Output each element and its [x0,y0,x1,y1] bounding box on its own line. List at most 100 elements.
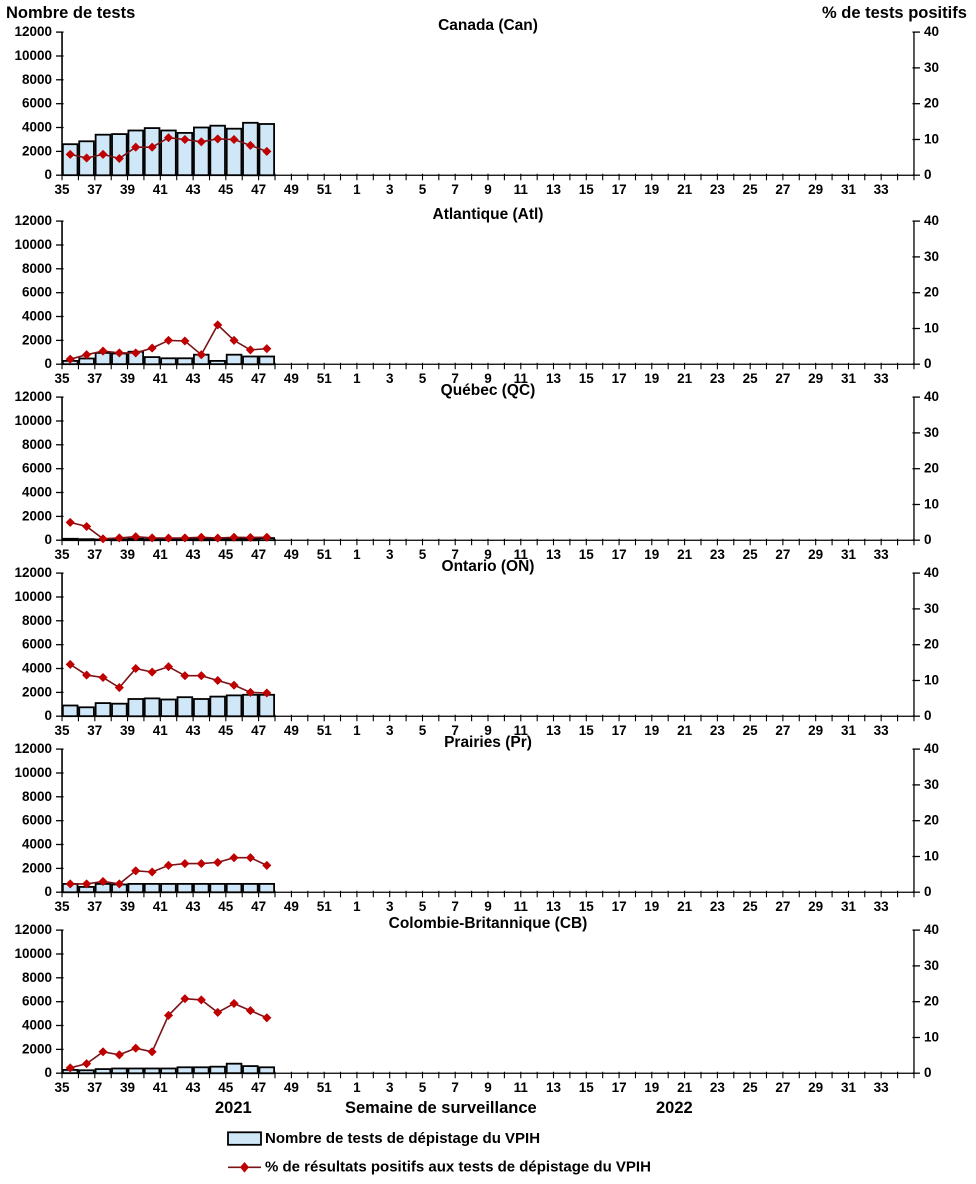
svg-text:20: 20 [924,813,939,828]
svg-text:2000: 2000 [22,684,52,699]
svg-text:Ontario (ON): Ontario (ON) [442,558,535,575]
svg-text:6000: 6000 [22,994,52,1009]
svg-text:8000: 8000 [22,789,52,804]
svg-text:27: 27 [775,1080,790,1095]
svg-text:Prairies (Pr): Prairies (Pr) [444,734,532,751]
svg-text:15: 15 [579,1080,594,1095]
svg-text:4000: 4000 [22,837,52,852]
svg-text:6000: 6000 [22,285,52,300]
svg-text:40: 40 [924,565,939,580]
svg-text:6000: 6000 [22,460,52,475]
svg-text:0: 0 [924,167,932,182]
svg-text:6000: 6000 [22,96,52,111]
svg-text:6000: 6000 [22,637,52,652]
svg-text:4000: 4000 [22,309,52,324]
svg-text:Nombre de tests de dépistage d: Nombre de tests de dépistage du VPIH [265,1130,540,1147]
svg-text:8000: 8000 [22,261,52,276]
svg-text:30: 30 [924,424,939,439]
svg-text:21: 21 [677,1080,692,1095]
svg-text:37: 37 [87,1080,102,1095]
svg-text:Québec (QC): Québec (QC) [441,382,536,399]
svg-text:Colombie-Britannique (CB): Colombie-Britannique (CB) [389,915,588,932]
svg-text:31: 31 [841,1080,856,1095]
svg-text:10: 10 [924,496,939,511]
svg-text:11: 11 [514,1080,529,1095]
svg-text:20: 20 [924,285,939,300]
svg-text:47: 47 [251,1080,266,1095]
svg-text:10: 10 [924,1030,939,1045]
svg-text:12000: 12000 [15,389,52,404]
svg-text:35: 35 [55,1080,70,1095]
svg-text:0: 0 [924,1065,932,1080]
svg-text:10: 10 [924,131,939,146]
svg-text:39: 39 [120,1080,135,1095]
svg-text:33: 33 [874,1080,889,1095]
svg-text:Atlantique (Atl): Atlantique (Atl) [433,206,544,223]
svg-text:6000: 6000 [22,813,52,828]
svg-text:0: 0 [924,884,932,899]
svg-text:2000: 2000 [22,143,52,158]
svg-text:40: 40 [924,213,939,228]
svg-text:13: 13 [546,1080,561,1095]
svg-text:20: 20 [924,96,939,111]
svg-text:4000: 4000 [22,660,52,675]
svg-text:51: 51 [317,1080,332,1095]
svg-text:8000: 8000 [22,436,52,451]
svg-text:4000: 4000 [22,119,52,134]
svg-text:29: 29 [808,1080,823,1095]
svg-text:17: 17 [612,1080,627,1095]
svg-text:0: 0 [45,1065,53,1080]
svg-text:2000: 2000 [22,1042,52,1057]
svg-text:30: 30 [924,958,939,973]
svg-text:45: 45 [218,1080,233,1095]
svg-text:49: 49 [284,1080,299,1095]
svg-text:25: 25 [743,1080,758,1095]
svg-text:30: 30 [924,60,939,75]
svg-text:10000: 10000 [15,412,52,427]
svg-text:12000: 12000 [15,741,52,756]
svg-text:% de résultats positifs aux te: % de résultats positifs aux tests de dép… [265,1159,651,1176]
svg-text:1: 1 [353,1080,361,1095]
svg-text:2000: 2000 [22,508,52,523]
svg-text:40: 40 [924,922,939,937]
svg-text:10: 10 [924,672,939,687]
svg-text:43: 43 [186,1080,201,1095]
svg-text:10000: 10000 [15,237,52,252]
svg-text:10: 10 [924,849,939,864]
svg-text:8000: 8000 [22,970,52,985]
svg-text:0: 0 [45,884,53,899]
svg-text:10000: 10000 [15,765,52,780]
svg-text:41: 41 [153,1080,168,1095]
svg-text:Canada (Can): Canada (Can) [438,17,538,34]
svg-text:8000: 8000 [22,613,52,628]
svg-text:3: 3 [386,1080,394,1095]
svg-text:12000: 12000 [15,213,52,228]
svg-text:4000: 4000 [22,484,52,499]
svg-text:5: 5 [419,1080,427,1095]
svg-text:2000: 2000 [22,860,52,875]
svg-text:10: 10 [924,321,939,336]
svg-text:40: 40 [924,389,939,404]
svg-text:0: 0 [45,167,53,182]
svg-text:20: 20 [924,460,939,475]
svg-text:30: 30 [924,601,939,616]
svg-text:2000: 2000 [22,332,52,347]
svg-text:20: 20 [924,637,939,652]
svg-text:30: 30 [924,777,939,792]
svg-text:23: 23 [710,1080,725,1095]
svg-text:4000: 4000 [22,1018,52,1033]
svg-text:12000: 12000 [15,922,52,937]
svg-text:8000: 8000 [22,72,52,87]
svg-text:7: 7 [451,1080,459,1095]
svg-text:12000: 12000 [15,565,52,580]
svg-text:30: 30 [924,249,939,264]
svg-text:19: 19 [644,1080,659,1095]
svg-text:10000: 10000 [15,946,52,961]
svg-text:9: 9 [484,1080,491,1095]
svg-text:12000: 12000 [15,24,52,39]
svg-text:40: 40 [924,24,939,39]
svg-text:10000: 10000 [15,48,52,63]
svg-text:40: 40 [924,741,939,756]
svg-text:10000: 10000 [15,589,52,604]
svg-text:20: 20 [924,994,939,1009]
